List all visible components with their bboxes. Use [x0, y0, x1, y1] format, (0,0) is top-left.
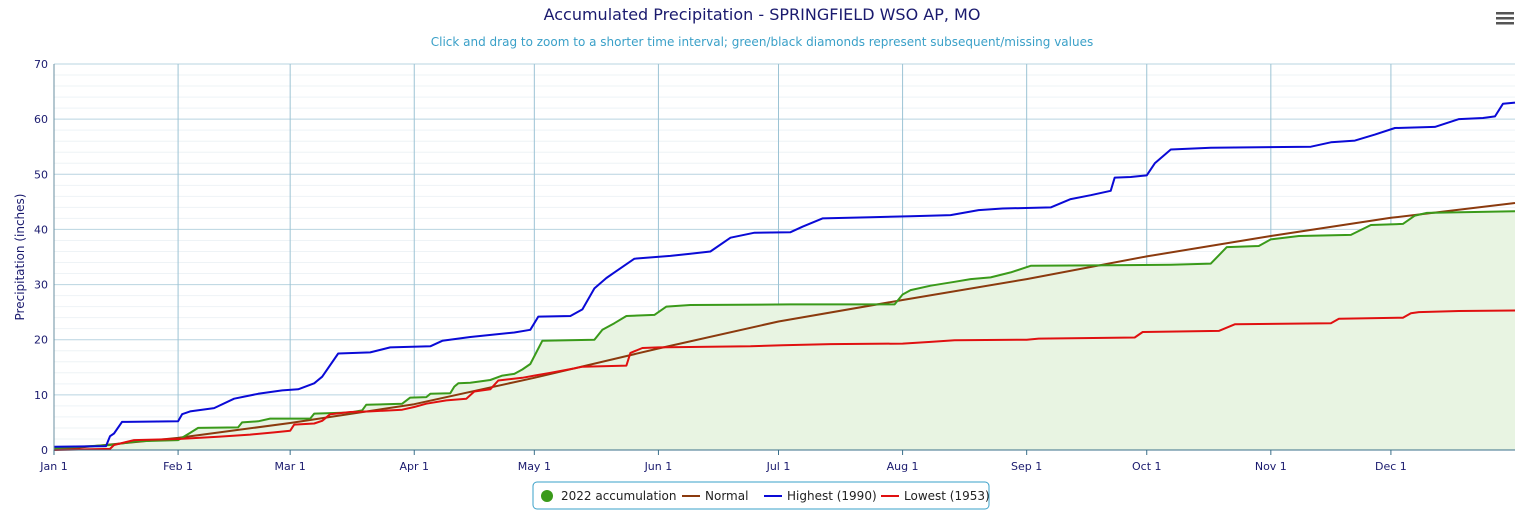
- x-tick-label: Dec 1: [1375, 460, 1407, 473]
- x-tick-label: Jun 1: [644, 460, 673, 473]
- series-line-highest-1990: [53, 101, 1516, 448]
- legend-marker: [541, 490, 553, 502]
- y-axis-label: Precipitation (inches): [13, 194, 27, 321]
- x-tick-label: Mar 1: [275, 460, 306, 473]
- legend-item[interactable]: 2022 accumulation: [541, 489, 676, 503]
- legend-item[interactable]: Normal: [682, 489, 748, 503]
- y-tick-label: 70: [34, 58, 48, 71]
- y-tick-label: 50: [34, 168, 48, 181]
- y-axis-ticks: 0 10 20 30 40 50 60 70: [34, 58, 48, 457]
- x-axis-ticks: Jan 1 Feb 1 Mar 1 Apr 1 May 1 Jun 1 Jul 1 Aug 1…: [39, 450, 1407, 473]
- y-tick-label: 40: [34, 223, 48, 236]
- x-tick-label: Apr 1: [399, 460, 429, 473]
- y-tick-label: 30: [34, 279, 48, 292]
- chart-title: Accumulated Precipitation - SPRINGFIELD …: [544, 5, 981, 24]
- axes: [53, 64, 1515, 451]
- series-line-normal: [53, 202, 1516, 451]
- x-tick-label: Oct 1: [1132, 460, 1162, 473]
- y-tick-label: 20: [34, 334, 48, 347]
- x-tick-label: Sep 1: [1011, 460, 1042, 473]
- series-line-lowest-1953: [53, 309, 1516, 451]
- legend-label: Normal: [705, 489, 748, 503]
- legend-label: Highest (1990): [787, 489, 877, 503]
- x-tick-label: May 1: [518, 460, 551, 473]
- legend-item[interactable]: Lowest (1953): [881, 489, 990, 503]
- series-line-2022-accumulation: [53, 210, 1516, 450]
- series-area-2022: [54, 211, 1515, 450]
- series-fills: [54, 211, 1515, 450]
- y-tick-label: 60: [34, 113, 48, 126]
- legend-label: 2022 accumulation: [561, 489, 676, 503]
- legend: 2022 accumulation Normal Highest (1990) Low…: [532, 481, 990, 510]
- chart-subtitle: Click and drag to zoom to a shorter time…: [431, 35, 1093, 49]
- y-tick-label: 10: [34, 389, 48, 402]
- legend-label: Lowest (1953): [904, 489, 990, 503]
- x-tick-label: Feb 1: [163, 460, 193, 473]
- series-lines: [53, 101, 1516, 451]
- y-tick-label: 0: [41, 444, 48, 457]
- legend-item[interactable]: Highest (1990): [764, 489, 877, 503]
- x-tick-label: Aug 1: [887, 460, 919, 473]
- x-tick-label: Nov 1: [1255, 460, 1287, 473]
- x-tick-label: Jul 1: [766, 460, 791, 473]
- menu-icon[interactable]: [1496, 12, 1514, 25]
- x-tick-label: Jan 1: [39, 460, 67, 473]
